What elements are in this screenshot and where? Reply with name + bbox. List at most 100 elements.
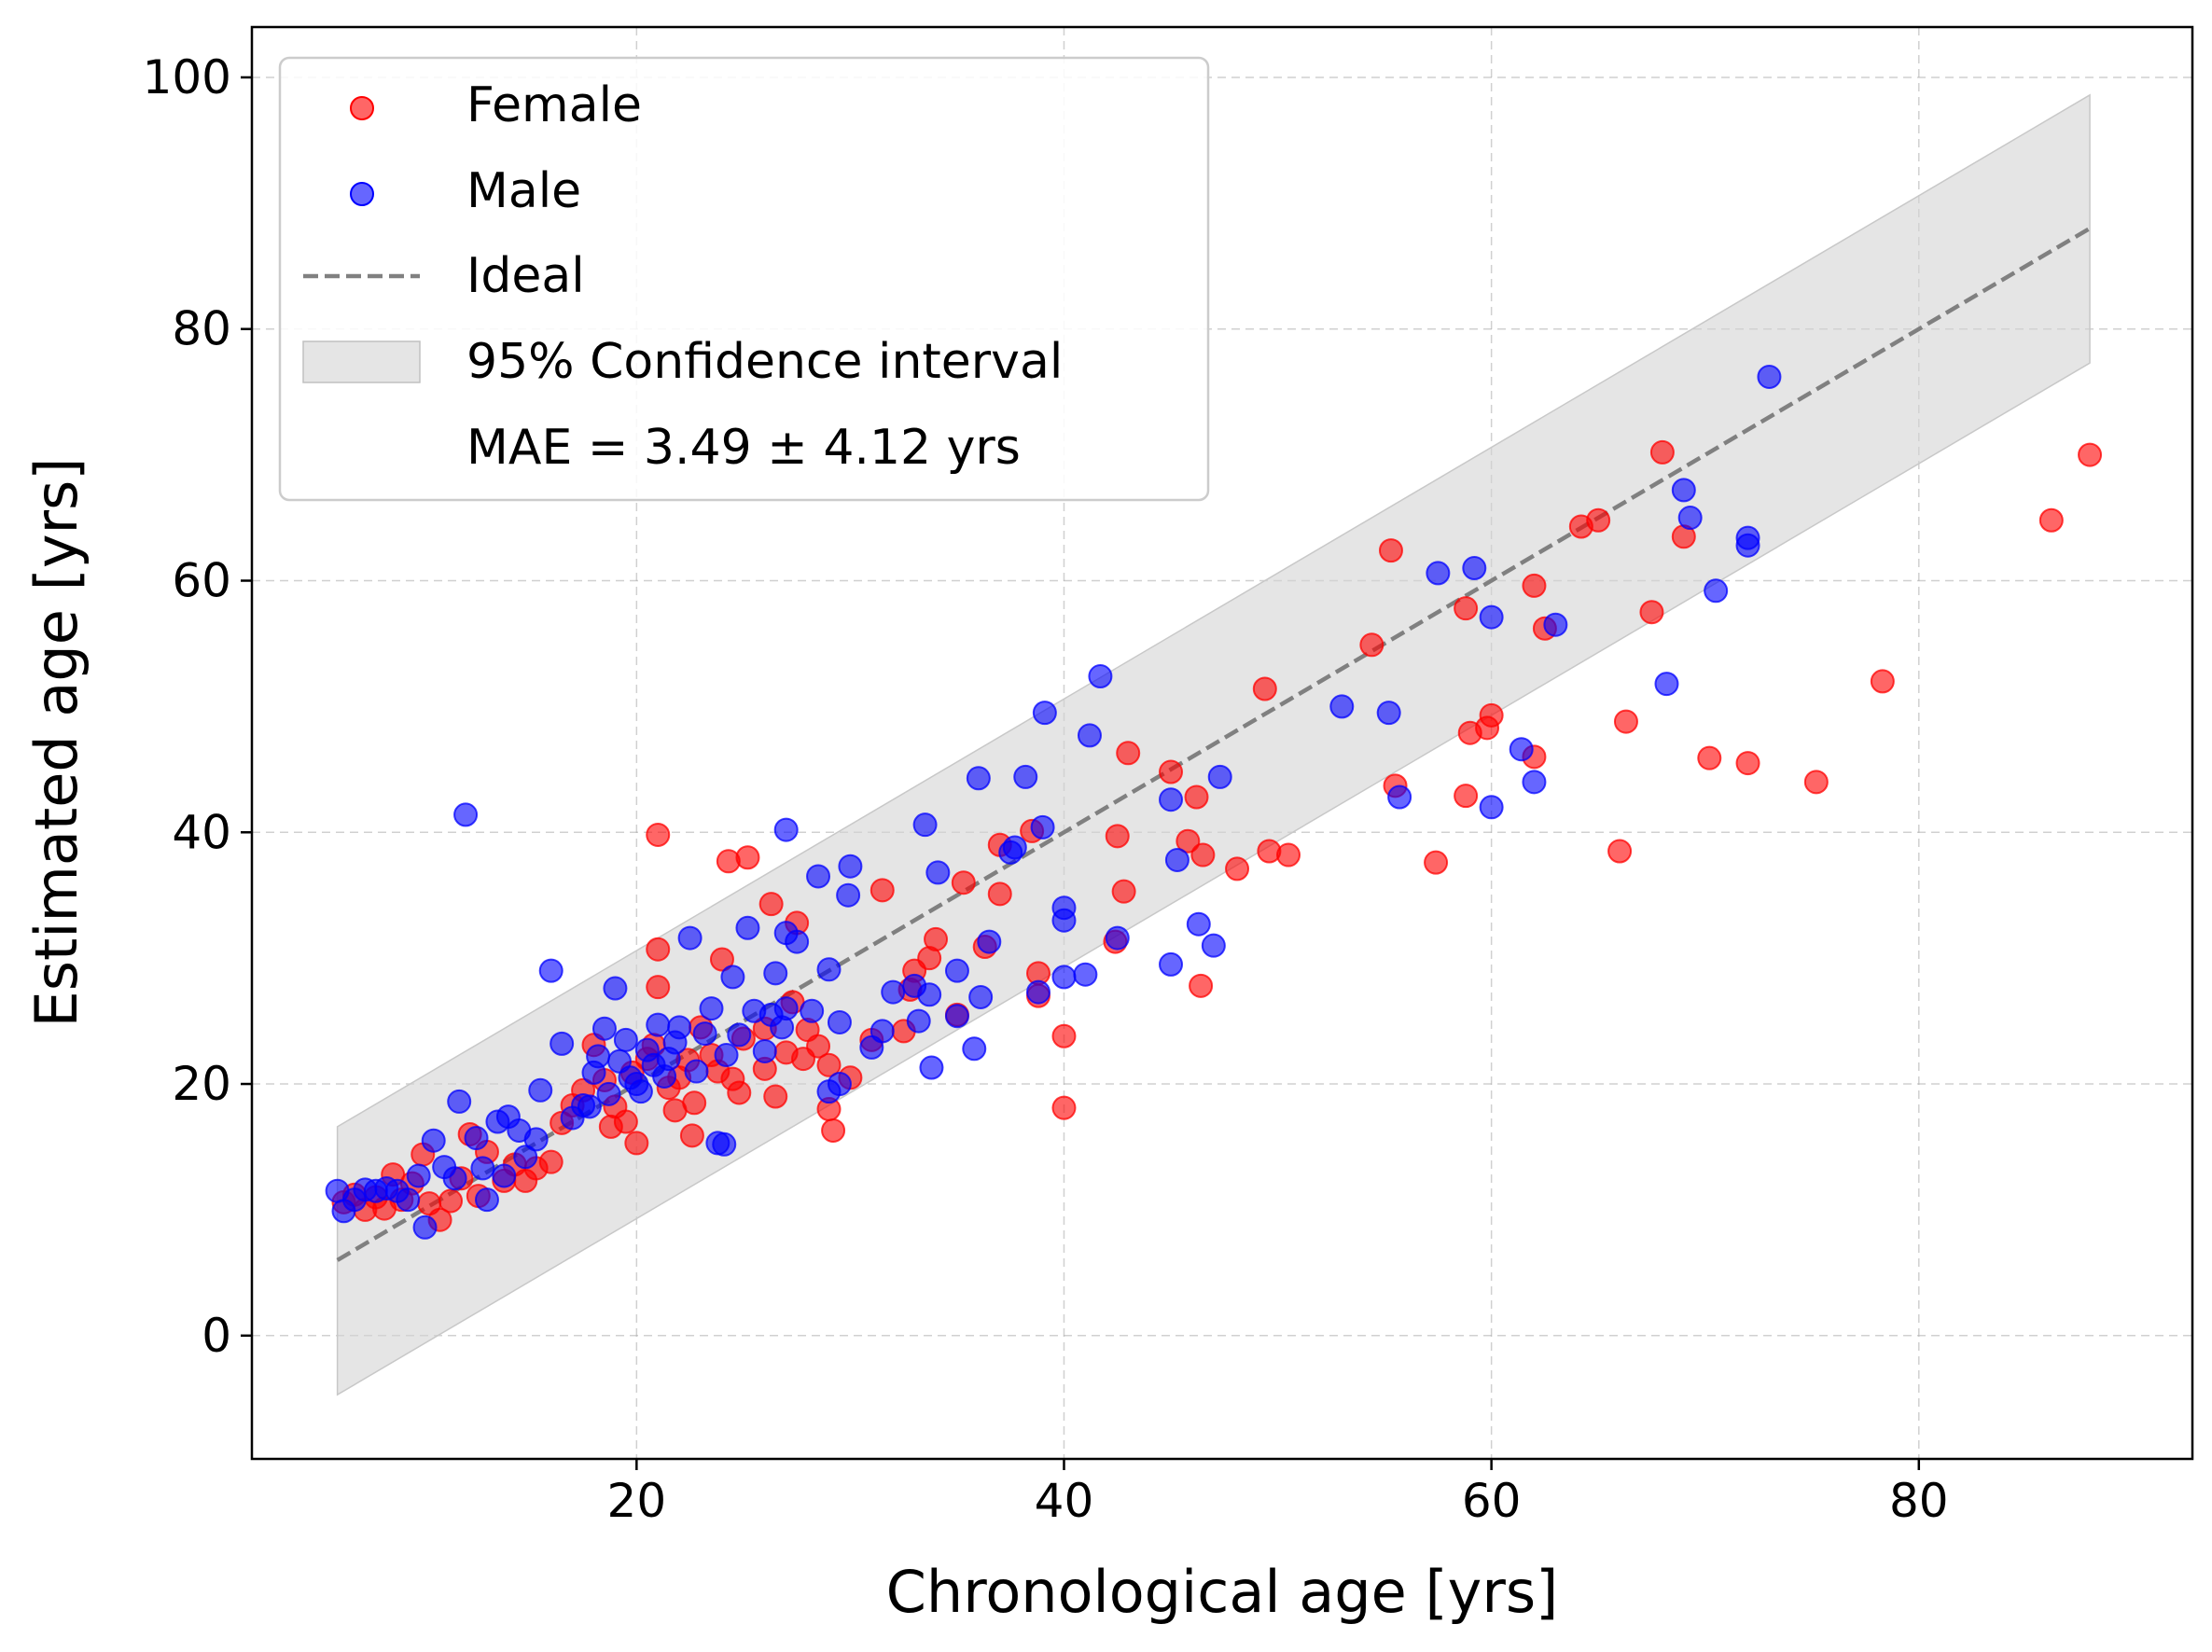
male-point [727, 1022, 752, 1048]
male-point [1671, 478, 1696, 503]
female-point [1257, 839, 1282, 864]
male-point [432, 1155, 457, 1180]
male-point [1509, 737, 1534, 762]
female-point [1522, 573, 1547, 598]
legend-ideal-label: Ideal [466, 248, 585, 304]
female-point [1184, 784, 1209, 810]
female-point [709, 947, 734, 972]
ideal-line [336, 226, 2092, 1262]
male-point [607, 1048, 633, 1074]
x-tick-label: 60 [1462, 1474, 1522, 1528]
male-point [1164, 847, 1189, 872]
female-point [763, 1084, 788, 1109]
x-axis-label: Chronological age [yrs] [886, 1558, 1559, 1626]
male-point [421, 1128, 446, 1153]
legend-box [278, 56, 1210, 502]
male-point [641, 1052, 666, 1077]
female-point [1051, 1023, 1077, 1048]
male-point [977, 929, 1002, 954]
female-point [646, 975, 671, 1000]
female-point [2038, 507, 2064, 533]
female-point [1735, 751, 1760, 776]
male-point [1030, 814, 1055, 840]
legend: Female Male Ideal 95% Confidence interva… [278, 56, 1210, 502]
female-point [806, 1034, 831, 1059]
male-point [1426, 561, 1451, 586]
male-point [1522, 770, 1547, 795]
male-point [1329, 694, 1355, 719]
legend-male-marker [350, 182, 374, 206]
female-point [987, 882, 1012, 907]
male-point [447, 1089, 472, 1114]
female-point [1607, 839, 1633, 864]
female-point [1051, 1095, 1077, 1120]
female-point [1870, 669, 1895, 694]
male-point [1073, 962, 1098, 987]
y-tick-label: 20 [172, 1057, 231, 1111]
female-point [1105, 824, 1130, 849]
male-point [453, 802, 479, 827]
female-point [1116, 741, 1141, 766]
ideal-line-path [336, 226, 2092, 1262]
female-point [951, 870, 976, 895]
male-point [1757, 364, 1782, 389]
x-tick-label: 20 [607, 1474, 667, 1528]
plot-frame [250, 25, 2194, 1461]
male-point [464, 1126, 489, 1151]
male-point [677, 925, 703, 951]
legend-ci-label: 95% Confidence interval [466, 334, 1063, 390]
data-points [325, 364, 2103, 1240]
male-point [869, 1019, 895, 1044]
male-point [1479, 604, 1504, 630]
male-point [773, 921, 799, 946]
male-point [1186, 911, 1211, 937]
male-point [735, 915, 760, 940]
female-point [1176, 828, 1201, 854]
male-point [836, 882, 861, 908]
male-point [325, 1178, 350, 1203]
male-point [1201, 933, 1226, 958]
male-point [1479, 795, 1504, 820]
female-point [1189, 973, 1214, 998]
male-point [485, 1109, 510, 1134]
female-point [1359, 632, 1384, 658]
legend-ci-swatch [302, 340, 421, 383]
male-point [1105, 925, 1130, 951]
male-point [770, 1015, 795, 1040]
male-point [1376, 701, 1401, 726]
male-point [962, 1036, 987, 1062]
male-point [1051, 908, 1077, 933]
male-point [1704, 578, 1729, 604]
male-point [1462, 556, 1487, 581]
female-point [1697, 745, 1722, 770]
female-point [646, 822, 671, 847]
male-point [577, 1094, 602, 1119]
male-point [881, 979, 906, 1005]
female-point [727, 1080, 752, 1105]
male-point [912, 812, 938, 838]
female-point [1568, 514, 1593, 539]
male-point [662, 1030, 688, 1055]
legend-male-label: Male [466, 163, 581, 219]
male-point [806, 864, 831, 889]
y-tick-label: 40 [172, 805, 231, 859]
female-point [821, 1118, 846, 1143]
male-point [331, 1199, 356, 1224]
female-point [1803, 770, 1829, 795]
female-point [1252, 676, 1277, 701]
female-point [598, 1114, 623, 1139]
male-point [470, 1156, 495, 1181]
female-point [816, 1052, 842, 1077]
male-point [827, 1009, 852, 1034]
male-point [966, 766, 991, 791]
male-point [550, 1031, 575, 1056]
male-point [523, 1127, 549, 1152]
male-point [968, 984, 994, 1009]
male-point [1002, 835, 1027, 860]
male-point [613, 1027, 638, 1052]
male-point [684, 1059, 709, 1084]
female-point [1190, 842, 1216, 868]
y-tick-label: 60 [172, 553, 231, 607]
female-point [662, 1098, 688, 1123]
